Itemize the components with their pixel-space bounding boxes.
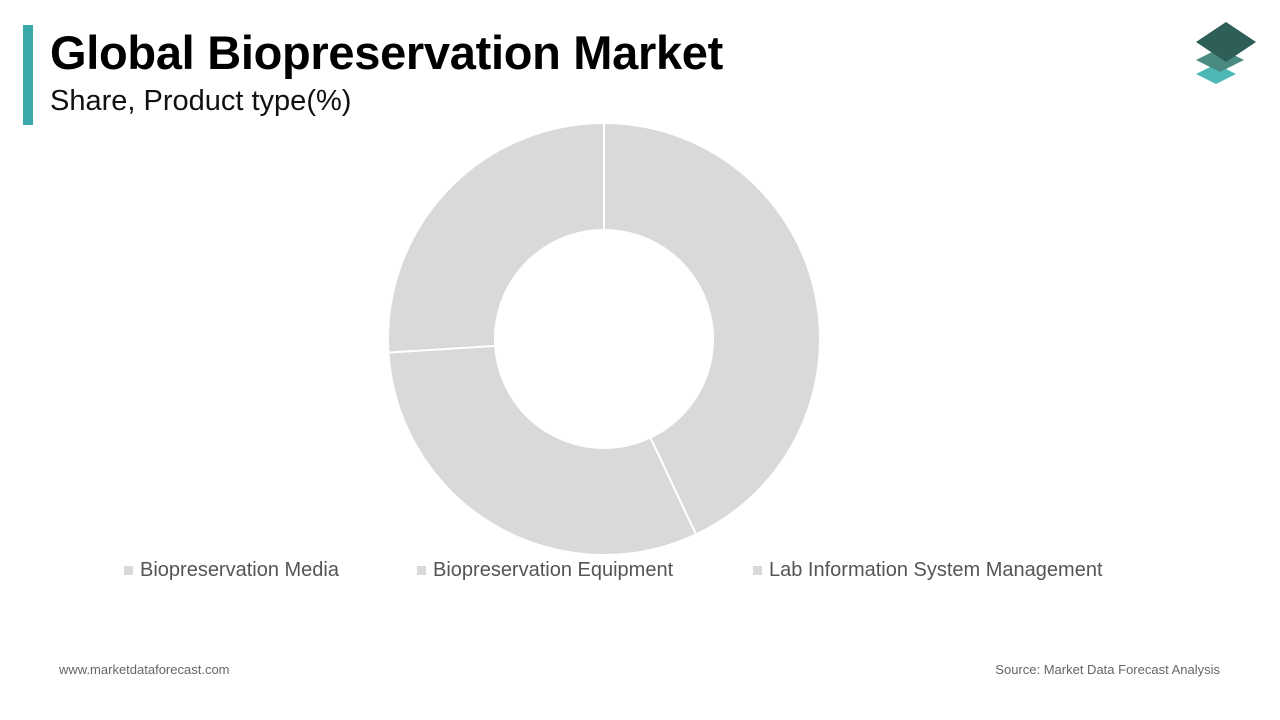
chart-subtitle: Share, Product type(%): [50, 85, 352, 117]
legend-swatch-icon: [753, 565, 762, 575]
legend-item-biopreservation-equipment[interactable]: Biopreservation Equipment: [417, 556, 673, 584]
legend-label: Biopreservation Equipment: [433, 558, 674, 581]
legend-label: Lab Information System Management: [769, 558, 1103, 581]
donut-slices: [387, 121, 821, 556]
footer-source: Source: Market Data Forecast Analysis: [995, 662, 1220, 677]
legend-swatch-icon: [124, 565, 133, 575]
chart-title: Global Biopreservation Market: [50, 26, 723, 79]
company-logo-icon: [1196, 22, 1256, 84]
slice-lab-information-system-management[interactable]: [387, 121, 605, 354]
chart-legend: Biopreservation Media Biopreservation Eq…: [0, 556, 1280, 584]
slice-biopreservation-equipment[interactable]: [387, 344, 698, 556]
legend-swatch-icon: [417, 565, 426, 575]
legend-item-lab-information-system-management[interactable]: Lab Information System Management: [753, 556, 1103, 584]
logo-layer-top: [1196, 22, 1256, 62]
legend-item-biopreservation-media[interactable]: Biopreservation Media: [124, 556, 339, 584]
title-accent-bar: [23, 25, 33, 125]
slice-biopreservation-media[interactable]: [603, 121, 821, 536]
footer-website[interactable]: www.marketdataforecast.com: [59, 662, 230, 677]
legend-label: Biopreservation Media: [140, 558, 339, 581]
